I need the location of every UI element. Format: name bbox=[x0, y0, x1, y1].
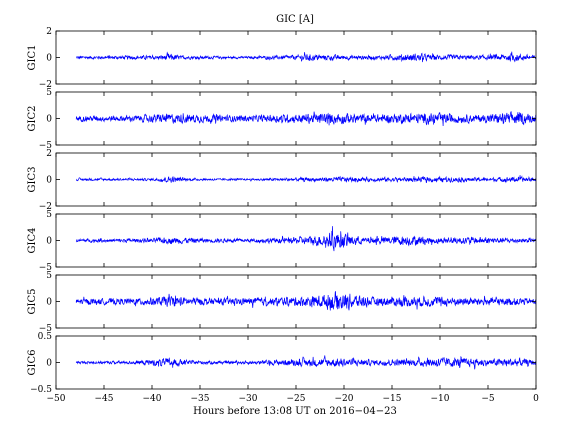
y-tick-label: 0 bbox=[46, 176, 52, 186]
y-tick-label: 5 bbox=[46, 88, 52, 98]
y-tick-label: 0.5 bbox=[38, 332, 53, 342]
y-tick-label: −0.5 bbox=[30, 385, 52, 395]
x-tick-label: −50 bbox=[47, 394, 66, 404]
x-tick-label: −5 bbox=[481, 394, 495, 404]
y-tick-label: −5 bbox=[39, 263, 53, 273]
x-tick-label: −45 bbox=[95, 394, 114, 404]
y-axis-label-gic1: GIC1 bbox=[27, 45, 38, 71]
series-line-gic1 bbox=[76, 51, 536, 63]
y-tick-label: −2 bbox=[39, 80, 52, 90]
x-axis-title: Hours before 13:08 UT on 2016−04−23 bbox=[193, 406, 397, 417]
series-line-gic4 bbox=[75, 226, 536, 252]
y-tick-label: −5 bbox=[39, 324, 53, 334]
series-line-gic5 bbox=[75, 291, 536, 311]
y-tick-label: 0 bbox=[46, 298, 52, 308]
y-tick-label: −5 bbox=[39, 141, 53, 151]
y-axis-label-gic6: GIC6 bbox=[27, 350, 38, 376]
y-axis-label-gic2: GIC2 bbox=[27, 106, 38, 132]
panels-group: 20−2GIC150−5GIC220−2GIC350−5GIC450−5GIC5… bbox=[27, 27, 539, 404]
y-axis-label-gic3: GIC3 bbox=[27, 167, 38, 193]
x-tick-label: −25 bbox=[287, 394, 306, 404]
y-tick-label: −2 bbox=[39, 202, 52, 212]
x-tick-label: −10 bbox=[431, 394, 450, 404]
panel-6: 0.5 0 −0.5 GIC6 bbox=[27, 332, 537, 395]
x-tick-label: −30 bbox=[239, 394, 258, 404]
y-tick-label: 2 bbox=[46, 149, 52, 159]
y-tick-label: 0 bbox=[46, 237, 52, 247]
x-tick-label: 0 bbox=[533, 394, 539, 404]
series-line-gic2 bbox=[75, 111, 536, 127]
y-tick-label: 2 bbox=[46, 27, 52, 37]
y-tick-label: 5 bbox=[46, 271, 52, 281]
y-axis-label-gic4: GIC4 bbox=[27, 228, 38, 254]
x-tick-label: −35 bbox=[191, 394, 210, 404]
series-line-gic3 bbox=[75, 175, 536, 184]
y-tick-label: 0 bbox=[46, 54, 52, 64]
x-tick-label: −40 bbox=[143, 394, 162, 404]
series-line-gic6 bbox=[75, 355, 536, 370]
x-tick-label: −15 bbox=[383, 394, 402, 404]
x-tick-label: −20 bbox=[335, 394, 354, 404]
y-tick-label: 5 bbox=[46, 210, 52, 220]
y-axis-label-gic5: GIC5 bbox=[27, 289, 38, 315]
y-tick-label: 0 bbox=[46, 359, 52, 369]
y-tick-label: 0 bbox=[46, 115, 52, 125]
chart-title: GIC [A] bbox=[276, 14, 314, 25]
